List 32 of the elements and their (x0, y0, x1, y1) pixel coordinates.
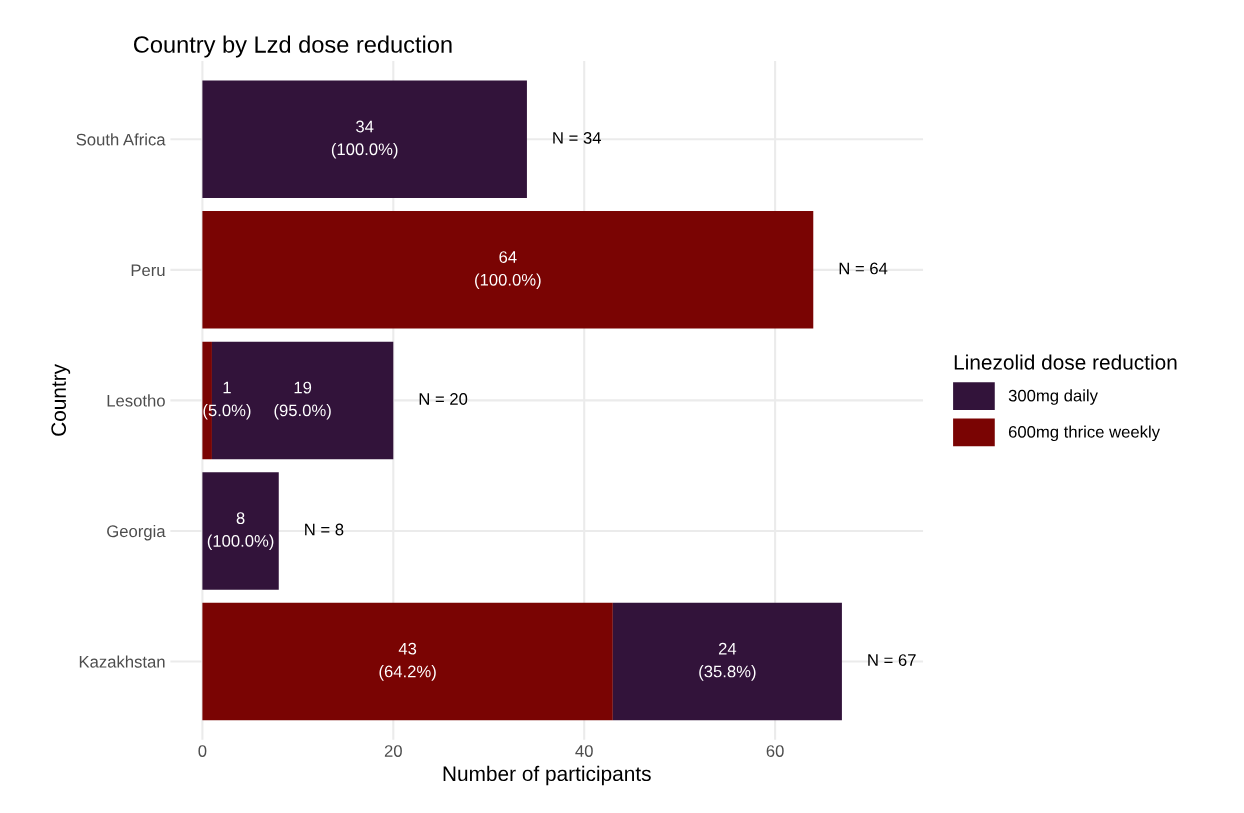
total-label: N = 64 (839, 262, 888, 275)
legend-label: 600mg thrice weekly (1008, 425, 1160, 442)
x-axis-title: Number of participants (443, 765, 651, 786)
data-label: 64 (100.0%) (475, 251, 541, 290)
bar (202, 472, 279, 590)
x-tick-label: 60 (766, 745, 784, 757)
y-tick-label: Peru (131, 264, 165, 277)
data-label: 1 (5.0%) (203, 381, 251, 420)
data-label: 19 (95.0%) (274, 381, 331, 420)
x-tick-label: 0 (198, 745, 207, 757)
y-tick-label: Georgia (107, 524, 166, 541)
bar (202, 80, 527, 199)
y-tick-label: Kazakhstan (79, 655, 165, 668)
bar (202, 602, 613, 721)
chart-title: Country by Lzd dose reduction (134, 35, 452, 58)
total-label: N = 67 (868, 654, 916, 666)
data-label: 43 (64.2%) (379, 642, 436, 681)
legend-title: Linezolid dose reduction (954, 354, 1177, 370)
data-label: 8 (100.0%) (207, 512, 274, 551)
x-tick-label: 20 (384, 745, 402, 757)
total-label: N = 8 (305, 523, 344, 536)
y-tick-label: South Africa (76, 133, 166, 146)
total-label: N = 20 (419, 393, 468, 405)
x-tick-label: 40 (575, 745, 593, 757)
data-label: 34 (100.0%) (331, 120, 398, 159)
y-tick-label: Lesotho (107, 394, 165, 407)
bar (612, 602, 842, 721)
legend-label: 300mg daily (1008, 389, 1098, 405)
bar (202, 211, 814, 329)
y-axis-title: Country (51, 363, 71, 436)
total-label: N = 34 (553, 131, 602, 144)
data-label: 24 (35.8%) (699, 642, 756, 681)
